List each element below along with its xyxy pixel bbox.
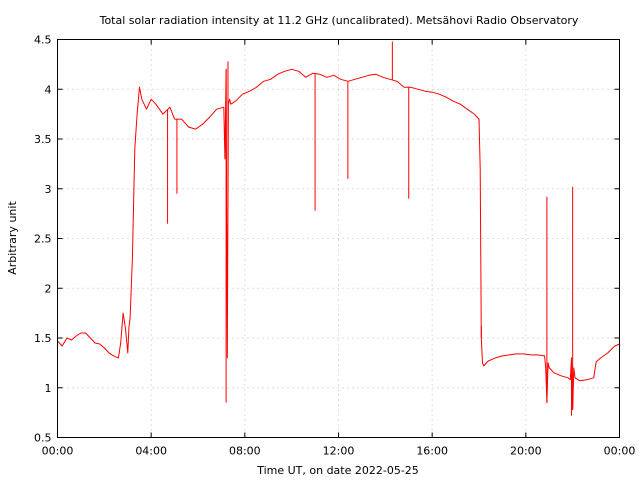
x-tick-label: 00:00: [604, 445, 636, 458]
x-axis: 00:00 04:00 08:00 12:00 16:00 20:00 00:00: [42, 39, 636, 458]
grid: [57, 39, 620, 438]
y-tick-label: 3.5: [34, 133, 52, 146]
x-tick-label: 00:00: [42, 445, 74, 458]
x-tick-label: 04:00: [135, 445, 167, 458]
plot-area: [57, 41, 620, 416]
y-tick-label: 2: [45, 282, 52, 295]
x-tick-label: 12:00: [323, 445, 355, 458]
y-axis-label: Arbitrary unit: [6, 201, 19, 275]
series-line: [57, 68, 620, 411]
y-tick-label: 2.5: [34, 233, 52, 246]
x-axis-label: Time UT, on date 2022-05-25: [256, 464, 419, 477]
y-tick-label: 0.5: [34, 432, 52, 445]
y-tick-label: 4: [45, 83, 52, 96]
y-tick-label: 3: [45, 183, 52, 196]
y-tick-label: 4.5: [34, 34, 52, 47]
y-axis: 0.5 1 1.5 2 2.5 3 3.5 4 4.5: [34, 34, 620, 445]
x-tick-label: 16:00: [416, 445, 448, 458]
y-tick-label: 1: [45, 382, 52, 395]
x-tick-label: 20:00: [510, 445, 542, 458]
y-tick-label: 1.5: [34, 332, 52, 345]
x-tick-label: 08:00: [229, 445, 261, 458]
chart-title: Total solar radiation intensity at 11.2 …: [99, 14, 579, 27]
